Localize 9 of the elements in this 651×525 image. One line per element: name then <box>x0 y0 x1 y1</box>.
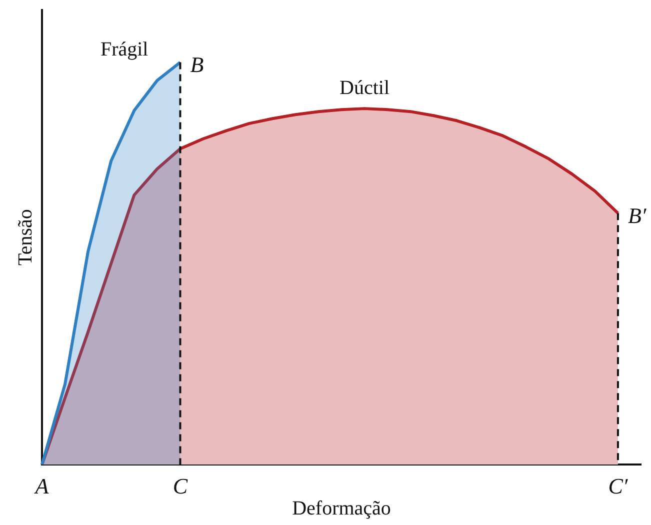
x-tick-label: C′ <box>608 474 629 499</box>
annotation: B′ <box>628 202 648 228</box>
x-axis-title: Deformação <box>292 497 391 520</box>
series-label: Dúctil <box>340 76 390 99</box>
series-label: Frágil <box>100 38 149 61</box>
annotation: B <box>190 52 204 78</box>
x-tick-label: A <box>33 474 50 499</box>
y-axis-title: Tensão <box>14 209 36 266</box>
x-tick-label: C <box>172 474 188 499</box>
